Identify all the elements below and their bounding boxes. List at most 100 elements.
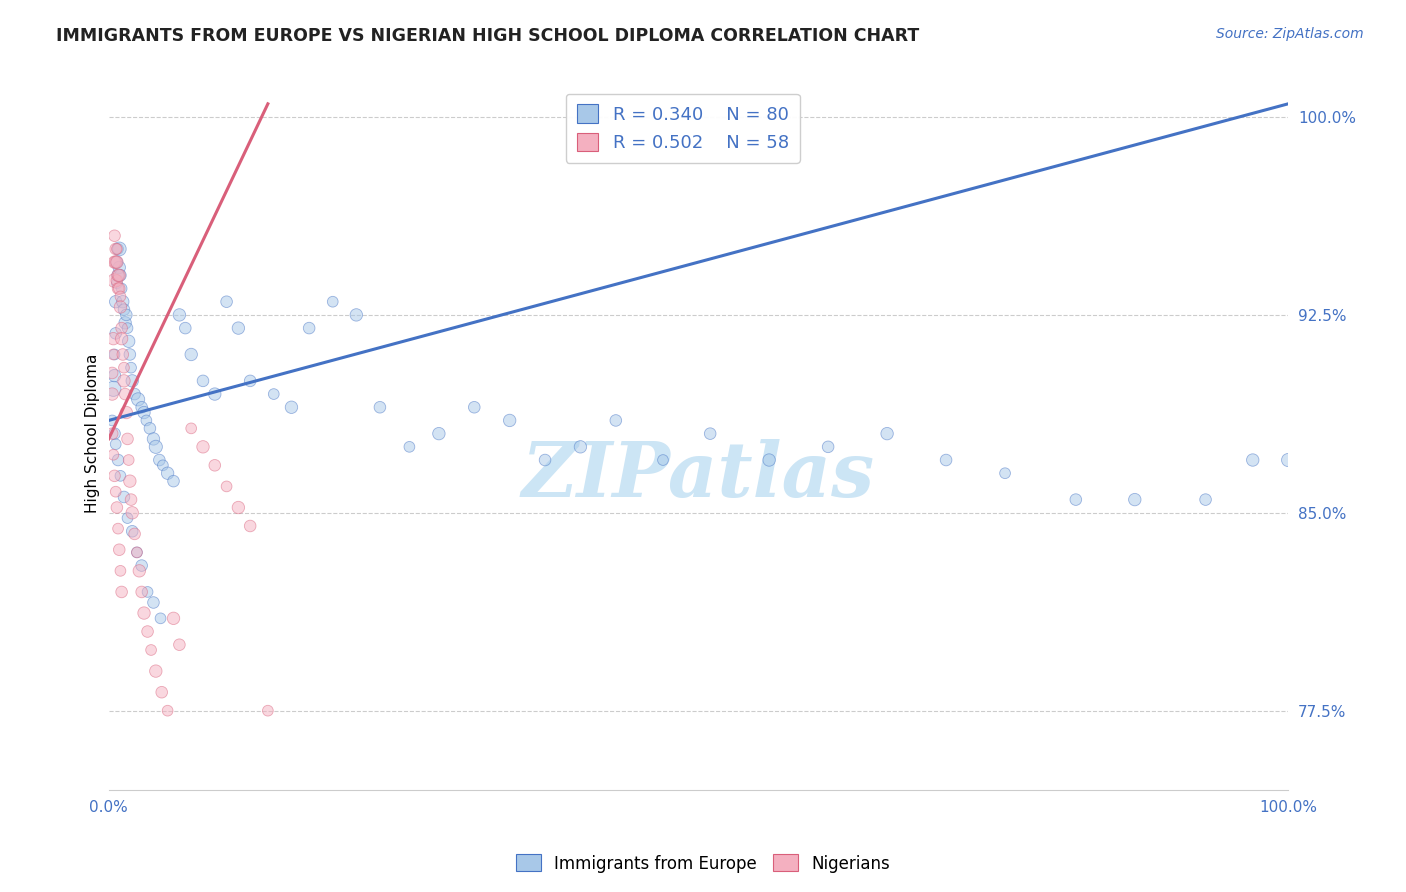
Point	[125, 545, 148, 559]
Point	[131, 401, 153, 415]
Point	[139, 643, 162, 657]
Point	[139, 421, 162, 435]
Point	[156, 704, 179, 718]
Point	[110, 564, 132, 578]
Point	[104, 484, 127, 499]
Point	[117, 321, 139, 335]
Point	[128, 564, 150, 578]
Point	[534, 453, 557, 467]
Point	[652, 453, 675, 467]
Point	[117, 511, 139, 525]
Point	[110, 468, 132, 483]
Point	[103, 426, 125, 441]
Point	[104, 294, 127, 309]
Point	[103, 347, 125, 361]
Point	[114, 387, 136, 401]
Point	[239, 374, 262, 388]
Point	[118, 347, 141, 361]
Point	[112, 360, 135, 375]
Point	[1194, 492, 1216, 507]
Point	[132, 405, 155, 419]
Point	[180, 421, 202, 435]
Point	[131, 558, 153, 573]
Point	[112, 302, 135, 317]
Y-axis label: High School Diploma: High School Diploma	[86, 354, 100, 513]
Point	[125, 545, 148, 559]
Point	[135, 413, 157, 427]
Point	[228, 321, 250, 335]
Point	[142, 595, 165, 609]
Point	[368, 401, 391, 415]
Point	[191, 374, 214, 388]
Point	[191, 440, 214, 454]
Point	[105, 274, 128, 288]
Point	[758, 453, 780, 467]
Point	[215, 294, 238, 309]
Point	[876, 426, 898, 441]
Point	[103, 368, 125, 383]
Point	[110, 321, 132, 335]
Point	[1277, 453, 1299, 467]
Point	[1241, 453, 1264, 467]
Legend: Immigrants from Europe, Nigerians: Immigrants from Europe, Nigerians	[509, 847, 897, 880]
Point	[142, 432, 165, 446]
Point	[131, 585, 153, 599]
Point	[120, 360, 142, 375]
Point	[817, 440, 839, 454]
Point	[101, 387, 124, 401]
Point	[1123, 492, 1146, 507]
Point	[257, 704, 280, 718]
Point	[103, 274, 125, 288]
Point	[228, 500, 250, 515]
Point	[110, 585, 132, 599]
Point	[105, 500, 128, 515]
Point	[280, 401, 302, 415]
Point	[117, 432, 139, 446]
Point	[121, 506, 143, 520]
Point	[101, 413, 124, 427]
Point	[115, 308, 138, 322]
Point	[120, 492, 142, 507]
Point	[108, 281, 131, 295]
Point	[298, 321, 321, 335]
Point	[239, 519, 262, 533]
Point	[935, 453, 957, 467]
Point	[204, 458, 226, 473]
Point	[101, 426, 124, 441]
Point	[121, 524, 143, 539]
Point	[569, 440, 592, 454]
Point	[115, 405, 138, 419]
Point	[124, 527, 146, 541]
Point	[112, 374, 135, 388]
Point	[174, 321, 197, 335]
Text: Source: ZipAtlas.com: Source: ZipAtlas.com	[1216, 27, 1364, 41]
Point	[427, 426, 450, 441]
Point	[112, 490, 135, 504]
Point	[127, 392, 149, 407]
Point	[162, 611, 184, 625]
Text: IMMIGRANTS FROM EUROPE VS NIGERIAN HIGH SCHOOL DIPLOMA CORRELATION CHART: IMMIGRANTS FROM EUROPE VS NIGERIAN HIGH …	[56, 27, 920, 45]
Point	[204, 387, 226, 401]
Point	[111, 294, 134, 309]
Point	[605, 413, 627, 427]
Point	[118, 453, 141, 467]
Point	[132, 606, 155, 620]
Point	[124, 387, 146, 401]
Point	[103, 448, 125, 462]
Point	[103, 382, 125, 396]
Point	[994, 467, 1017, 481]
Point	[108, 268, 131, 283]
Point	[110, 289, 132, 303]
Point	[107, 242, 129, 256]
Point	[105, 277, 128, 291]
Point	[105, 242, 128, 256]
Point	[149, 611, 172, 625]
Point	[121, 374, 143, 388]
Point	[156, 467, 179, 481]
Point	[148, 453, 170, 467]
Point	[118, 474, 141, 488]
Point	[105, 255, 128, 269]
Point	[118, 334, 141, 349]
Point	[136, 624, 159, 639]
Point	[103, 468, 125, 483]
